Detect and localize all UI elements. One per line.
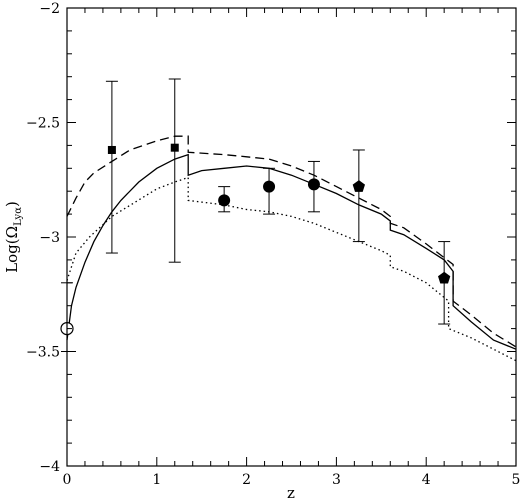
data-point: [105, 80, 118, 254]
y-axis-label-sub: Lyα: [13, 207, 24, 226]
y-tick-label: −3: [39, 230, 60, 246]
data-point: [218, 186, 231, 213]
y-tick-label: −3.5: [26, 345, 60, 361]
y-tick-label: −4: [39, 459, 60, 475]
x-tick-label: 5: [512, 472, 520, 488]
x-tick-label: 3: [332, 472, 341, 488]
pentagon-marker: [352, 180, 365, 192]
data-point: [168, 78, 181, 263]
plot-frame: [66, 7, 517, 467]
square-marker: [170, 143, 179, 152]
data-point: [307, 160, 320, 213]
y-axis-label-main: Log(Ω: [3, 226, 21, 273]
filled-circle-marker: [307, 178, 320, 191]
y-tick-label: −2: [39, 1, 60, 17]
y-axis-label: Log(ΩLyα): [3, 201, 24, 273]
x-tick-label: 4: [422, 472, 431, 488]
data-point: [438, 241, 451, 325]
series-layer: [66, 135, 517, 362]
x-axis-label: z: [287, 484, 295, 502]
data-point: [263, 167, 276, 215]
ticks-layer: 0 1 2 3 4 5 −4 −3.5 −3 −2.5 −2: [26, 1, 520, 488]
pentagon-marker: [438, 271, 451, 284]
filled-circle-marker: [218, 194, 231, 207]
points-layer: [60, 78, 451, 352]
y-tick-label: −2.5: [26, 116, 60, 132]
series-line-dotted: [66, 176, 517, 362]
series-line-solid: [66, 153, 517, 350]
x-tick-label: 1: [152, 472, 161, 488]
data-point: [352, 149, 365, 243]
square-marker: [107, 145, 116, 154]
y-axis-label-close: ): [3, 201, 21, 207]
filled-circle-marker: [263, 180, 276, 193]
x-tick-label: 2: [242, 472, 251, 488]
x-tick-label: 0: [63, 472, 72, 488]
